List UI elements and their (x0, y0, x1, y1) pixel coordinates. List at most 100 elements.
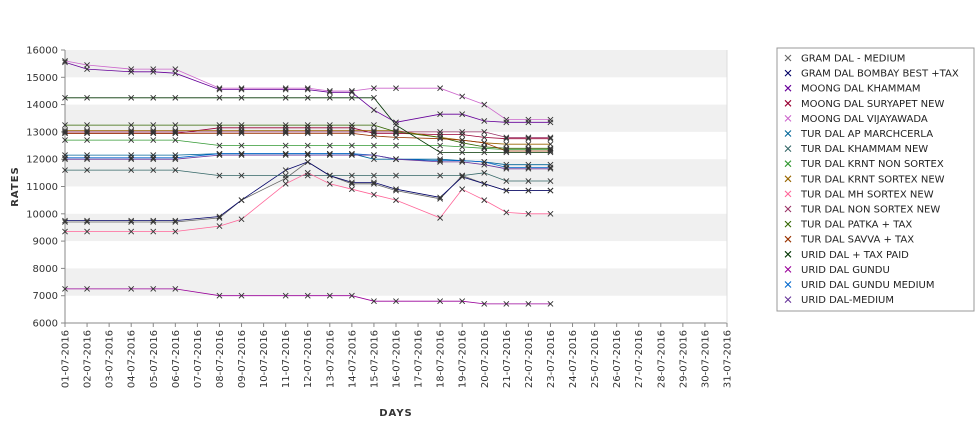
data-point (282, 292, 289, 299)
data-point (393, 122, 399, 128)
data-point (393, 172, 399, 179)
data-point (459, 111, 466, 118)
data-point (503, 116, 510, 123)
data-point (216, 128, 223, 135)
data-point (150, 285, 157, 292)
legend-label: TUR DAL NON SORTEX NEW (800, 205, 940, 216)
x-tick-label: 19-07-2016 (458, 330, 469, 388)
data-point (437, 159, 444, 165)
data-point (128, 130, 135, 137)
y-tick-label: 12000 (26, 155, 58, 166)
data-point (62, 137, 68, 144)
x-tick-label: 05-07-2016 (149, 330, 160, 388)
data-point (238, 197, 245, 204)
data-point (371, 298, 377, 305)
data-point (128, 122, 135, 128)
data-point (62, 127, 68, 134)
legend-label: GRAM DAL BOMBAY BEST +TAX (801, 69, 959, 80)
data-point (84, 219, 90, 225)
data-point (547, 148, 554, 154)
data-point (238, 94, 245, 101)
data-point (150, 127, 157, 134)
legend-label: MOONG DAL SURYAPET NEW (801, 99, 944, 110)
data-point (282, 122, 289, 128)
data-point (62, 128, 68, 135)
data-point (62, 94, 68, 101)
legend-marker (784, 175, 792, 183)
data-point (128, 167, 135, 174)
data-point (150, 68, 157, 75)
legend-label: URID DAL GUNDU (801, 265, 890, 276)
x-tick-label: 02-07-2016 (83, 330, 94, 388)
legend-label: TUR DAL SAVVA + TAX (800, 235, 914, 246)
data-point (62, 167, 68, 174)
data-point (371, 179, 377, 186)
legend-marker (784, 250, 792, 258)
data-point (128, 68, 135, 75)
data-point (393, 134, 399, 141)
x-tick-label: 09-07-2016 (237, 330, 248, 388)
data-point (437, 298, 444, 305)
data-point (304, 152, 311, 159)
data-point (238, 85, 245, 92)
data-point (304, 159, 311, 165)
data-point (503, 209, 510, 216)
data-point (525, 210, 532, 217)
data-point (150, 217, 157, 224)
data-point (525, 187, 532, 194)
data-point (62, 156, 68, 163)
x-tick-label: 03-07-2016 (105, 330, 116, 388)
x-tick-label: 10-07-2016 (259, 330, 270, 388)
data-point (304, 150, 311, 157)
data-point (304, 86, 311, 93)
data-point (84, 130, 90, 137)
data-point (326, 172, 333, 179)
x-tick-label: 01-07-2016 (61, 330, 72, 388)
y-tick-label: 10000 (26, 209, 58, 220)
data-point (304, 94, 311, 101)
data-point (503, 164, 510, 171)
data-point (393, 142, 399, 149)
data-point (481, 139, 488, 146)
data-point (282, 142, 289, 149)
data-point (326, 128, 333, 135)
data-point (172, 137, 179, 144)
data-point (238, 150, 245, 157)
data-point (371, 122, 377, 128)
data-point (547, 119, 554, 126)
data-point (304, 130, 311, 137)
data-point (84, 127, 90, 134)
data-point (437, 111, 444, 118)
data-point (437, 172, 444, 179)
data-point (481, 169, 488, 176)
legend: GRAM DAL - MEDIUM GRAM DAL BOMBAY BEST +T… (776, 47, 975, 312)
x-tick-label: 26-07-2016 (612, 330, 623, 388)
y-axis-title: RATES (10, 166, 21, 207)
data-point (547, 116, 554, 123)
data-point (216, 85, 223, 92)
x-tick-label: 22-07-2016 (524, 330, 535, 388)
data-point (437, 135, 444, 142)
legend-marker (784, 130, 792, 137)
data-point (503, 149, 510, 156)
data-point (326, 152, 333, 159)
data-point (371, 180, 377, 187)
data-point (371, 107, 377, 113)
data-point (282, 130, 289, 137)
data-point (150, 154, 157, 161)
data-point (393, 187, 399, 194)
data-point (326, 122, 333, 128)
data-point (547, 210, 554, 217)
data-point (371, 142, 377, 149)
data-point (459, 298, 466, 305)
data-point (503, 135, 510, 142)
data-point (172, 219, 179, 225)
data-point (503, 119, 510, 126)
data-point (304, 172, 311, 179)
grid-band (65, 159, 727, 187)
data-point (128, 94, 135, 101)
data-point (172, 167, 179, 174)
data-point (216, 127, 223, 134)
data-point (84, 62, 90, 68)
data-point (459, 149, 466, 156)
